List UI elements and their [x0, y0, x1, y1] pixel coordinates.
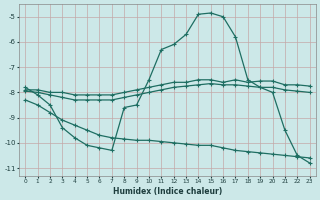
X-axis label: Humidex (Indice chaleur): Humidex (Indice chaleur) — [113, 187, 222, 196]
